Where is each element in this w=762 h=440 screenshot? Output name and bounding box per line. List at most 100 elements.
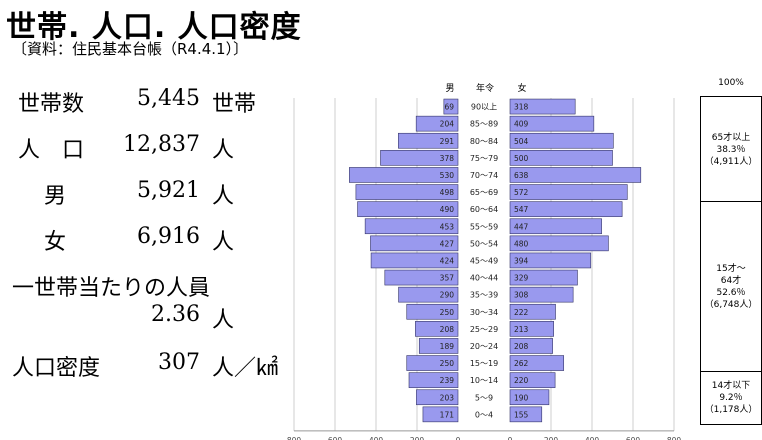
bar-male bbox=[415, 115, 459, 132]
data-label-female: 447 bbox=[514, 222, 529, 231]
male-unit: 人 bbox=[212, 184, 235, 209]
data-label-female: 262 bbox=[514, 359, 529, 368]
bar-male bbox=[364, 218, 459, 235]
data-label-female: 547 bbox=[514, 205, 529, 214]
age-category-label: 10～14 bbox=[470, 376, 498, 385]
age-category-label: 20～24 bbox=[470, 342, 498, 351]
data-label-female: 480 bbox=[514, 239, 529, 248]
population-label: 人 口 bbox=[18, 138, 85, 163]
data-label-female: 504 bbox=[514, 137, 529, 146]
age-young-count: （1,178人） bbox=[704, 405, 758, 415]
data-label-female: 638 bbox=[514, 171, 529, 180]
density-label: 人口密度 bbox=[12, 356, 101, 381]
bar-female bbox=[509, 98, 576, 115]
data-label-female: 308 bbox=[514, 291, 529, 300]
age-box-15-64: 15才～ 64才 52.6％ （6,748人） bbox=[700, 201, 762, 373]
data-label-male: 424 bbox=[440, 256, 455, 265]
data-label-male: 490 bbox=[440, 205, 455, 214]
age-old-count: （4,911人） bbox=[704, 156, 758, 167]
bar-male bbox=[406, 303, 459, 320]
tick-label: 200 bbox=[410, 436, 425, 440]
age-category-label: 25～29 bbox=[470, 325, 498, 334]
data-label-female: 409 bbox=[514, 120, 529, 129]
bar-female bbox=[509, 115, 595, 132]
age-category-label: 0～4 bbox=[475, 410, 493, 419]
age-box-0-14: 14才以下 9.2％ （1,178人） bbox=[700, 371, 762, 425]
density-unit: 人／㎢ bbox=[212, 356, 279, 381]
bar-male bbox=[370, 235, 459, 252]
age-working-percent: 52.6％ bbox=[716, 288, 746, 298]
bar-female bbox=[509, 235, 609, 252]
data-label-male: 427 bbox=[440, 239, 455, 248]
age-category-label: 50～54 bbox=[470, 239, 498, 248]
age-category-label: 15～19 bbox=[470, 359, 498, 368]
bar-female bbox=[509, 150, 613, 166]
households-unit: 世帯 bbox=[212, 92, 257, 117]
age-working-count: （6,748人） bbox=[704, 300, 758, 310]
data-label-female: 572 bbox=[514, 188, 529, 197]
data-label-female: 213 bbox=[514, 325, 529, 334]
bar-male bbox=[370, 252, 459, 269]
age-category-label: 5～9 bbox=[475, 393, 493, 402]
data-label-male: 378 bbox=[440, 154, 455, 163]
bar-female bbox=[509, 218, 602, 235]
tick-label: 800 bbox=[667, 436, 682, 440]
data-label-female: 155 bbox=[514, 410, 529, 419]
data-label-female: 318 bbox=[514, 103, 529, 112]
data-label-male: 357 bbox=[440, 274, 455, 283]
age-category-label: 45～49 bbox=[470, 256, 498, 265]
bar-female bbox=[509, 355, 565, 371]
tick-label: 800 bbox=[287, 436, 302, 440]
bar-male bbox=[398, 132, 459, 149]
population-value: 12,837 bbox=[123, 132, 200, 157]
per-household-unit: 人 bbox=[212, 308, 235, 333]
data-label-male: 204 bbox=[440, 120, 455, 129]
age-category-label: 75～79 bbox=[470, 154, 498, 163]
data-label-male: 290 bbox=[440, 291, 455, 300]
age-young-percent: 9.2％ bbox=[719, 393, 743, 403]
source-note: 〔資料：住民基本台帳（R4.4.1）〕 bbox=[12, 40, 249, 58]
bar-male bbox=[415, 321, 459, 337]
bar-male bbox=[422, 406, 459, 423]
bar-male bbox=[443, 98, 459, 115]
page-title: 世帯. 人口. 人口密度 bbox=[6, 10, 302, 45]
tick-label: 400 bbox=[585, 436, 600, 440]
data-label-male: 453 bbox=[440, 222, 455, 231]
data-label-female: 220 bbox=[514, 376, 529, 385]
bar-male bbox=[408, 372, 459, 388]
data-label-male: 250 bbox=[440, 308, 455, 317]
header-male: 男 bbox=[445, 83, 454, 94]
bar-male bbox=[380, 150, 459, 166]
data-label-female: 394 bbox=[514, 256, 529, 265]
data-label-male: 239 bbox=[440, 376, 455, 385]
data-label-male: 69 bbox=[444, 103, 454, 112]
age-old-label: 65才以上 bbox=[711, 132, 751, 143]
header-female: 女 bbox=[517, 82, 526, 94]
tick-label: 0 bbox=[456, 436, 461, 440]
bar-female bbox=[509, 321, 554, 337]
bar-female bbox=[509, 167, 642, 183]
population-pyramid-chart: 男 年令 女 69 318 90以上 204 409 85～89 291 504 80～84 37… bbox=[287, 82, 682, 440]
age-category-label: 55～59 bbox=[470, 222, 498, 231]
female-label: 女 bbox=[44, 230, 67, 255]
female-value: 6,916 bbox=[137, 224, 200, 249]
bar-male bbox=[418, 338, 459, 354]
bar-male bbox=[355, 184, 459, 200]
data-label-male: 250 bbox=[440, 359, 455, 368]
data-label-male: 530 bbox=[440, 171, 455, 180]
bar-male bbox=[406, 355, 459, 371]
age-category-label: 65～69 bbox=[470, 188, 498, 197]
data-label-female: 222 bbox=[514, 308, 529, 317]
bar-female bbox=[509, 286, 574, 303]
bar-male bbox=[398, 286, 459, 303]
age-category-label: 30～34 bbox=[470, 308, 498, 317]
bar-female bbox=[509, 132, 614, 149]
age-category-label: 40～44 bbox=[470, 274, 498, 283]
data-label-female: 208 bbox=[514, 342, 529, 351]
bar-male bbox=[384, 269, 459, 286]
households-label: 世帯数 bbox=[18, 92, 85, 117]
age-category-label: 85～89 bbox=[470, 120, 498, 129]
age-category-label: 90以上 bbox=[471, 103, 497, 112]
bar-male bbox=[357, 201, 459, 217]
data-label-male: 291 bbox=[440, 137, 455, 146]
